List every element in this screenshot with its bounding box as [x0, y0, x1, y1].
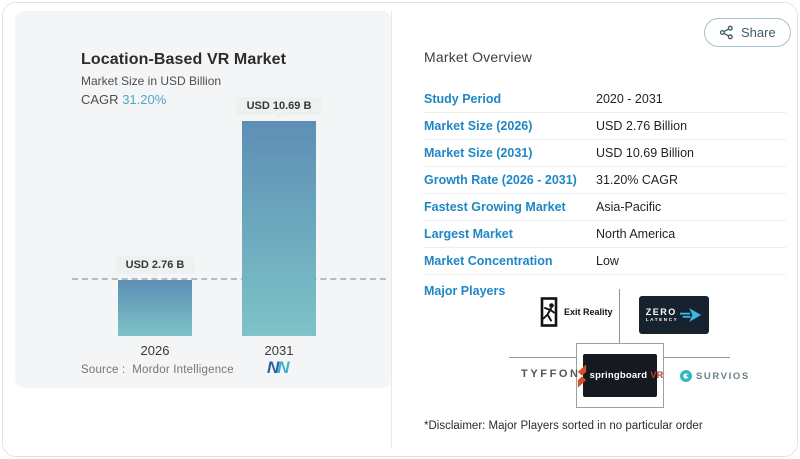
- chart-subtitle: Market Size in USD Billion: [81, 74, 222, 88]
- exit-reality-logo: Exit Reality: [540, 297, 613, 327]
- share-icon: [719, 25, 734, 40]
- share-button[interactable]: Share: [704, 18, 791, 47]
- springboard-label: springboard: [589, 370, 648, 381]
- row-value: North America: [596, 227, 676, 241]
- chart-title: Location-Based VR Market: [81, 51, 287, 68]
- cagr-value: 31.20%: [122, 92, 167, 107]
- reference-line: [72, 278, 386, 280]
- bar-value-label-2026: USD 2.76 B: [115, 256, 195, 274]
- table-row: Fastest Growing Market Asia-Pacific: [424, 194, 786, 221]
- row-value: USD 2.76 Billion: [596, 119, 688, 133]
- row-value: Asia-Pacific: [596, 200, 662, 214]
- row-value: 2020 - 2031: [596, 92, 663, 106]
- table-row: Market Size (2031) USD 10.69 Billion: [424, 140, 786, 167]
- springboard-vr-suffix: VR: [650, 370, 664, 381]
- exit-reality-label: Exit Reality: [564, 307, 613, 317]
- survios-label: SURVIOS: [696, 370, 750, 382]
- row-label: Growth Rate (2026 - 2031): [424, 173, 577, 187]
- tyffon-logo: TYFFON: [521, 368, 581, 380]
- jet-arrow-icon: [680, 307, 702, 323]
- source-line: Source : Mordor Intelligence: [81, 364, 234, 376]
- survios-swirl-icon: [680, 370, 692, 382]
- x-tick-2031: 2031: [264, 343, 294, 358]
- chart-panel: Location-Based VR Market Market Size in …: [15, 11, 392, 388]
- cagr-label: CAGR: [81, 92, 119, 107]
- x-tick-2026: 2026: [140, 343, 170, 358]
- row-value: USD 10.69 Billion: [596, 146, 694, 160]
- connector-horizontal-right: [664, 357, 730, 358]
- source-label: Source :: [81, 364, 126, 376]
- panel-divider: [391, 11, 392, 448]
- bar-value-label-2031: USD 10.69 B: [236, 97, 322, 115]
- mordor-intelligence-logo-icon: NN: [267, 358, 290, 377]
- cagr-line: CAGR 31.20%: [81, 92, 166, 107]
- springboard-s-icon: [577, 363, 587, 388]
- survios-logo: SURVIOS: [680, 370, 750, 382]
- major-players-label: Major Players: [424, 284, 506, 298]
- zero-latency-label: ZERO LATENCY: [645, 306, 679, 322]
- exit-door-runner-icon: [540, 297, 560, 327]
- connector-vertical: [619, 289, 620, 343]
- table-row: Market Concentration Low: [424, 248, 786, 275]
- row-value: Low: [596, 254, 619, 268]
- zero-latency-logo: ZERO LATENCY: [639, 296, 709, 334]
- bar-2026: [118, 280, 192, 336]
- springboard-vr-logo: springboard VR: [577, 354, 663, 397]
- table-row: Study Period 2020 - 2031: [424, 86, 786, 113]
- row-label: Study Period: [424, 92, 502, 106]
- springboard-frame: springboard VR: [576, 343, 664, 408]
- table-row: Growth Rate (2026 - 2031) 31.20% CAGR: [424, 167, 786, 194]
- bar-2031: [242, 121, 316, 336]
- source-name: Mordor Intelligence: [132, 364, 234, 376]
- table-row: Largest Market North America: [424, 221, 786, 248]
- row-label: Largest Market: [424, 227, 513, 241]
- row-label: Market Size (2031): [424, 146, 533, 160]
- disclaimer-text: *Disclaimer: Major Players sorted in no …: [424, 420, 703, 432]
- row-label: Fastest Growing Market: [424, 200, 566, 214]
- row-label: Market Concentration: [424, 254, 553, 268]
- overview-title: Market Overview: [424, 49, 533, 65]
- bar-chart: USD 2.76 B 2026 USD 10.69 B 2031: [72, 97, 386, 358]
- row-value: 31.20% CAGR: [596, 173, 678, 187]
- table-row: Market Size (2026) USD 2.76 Billion: [424, 113, 786, 140]
- overview-table: Study Period 2020 - 2031 Market Size (20…: [424, 86, 786, 275]
- bar-group-2031: USD 10.69 B 2031: [236, 97, 322, 358]
- row-label: Market Size (2026): [424, 119, 533, 133]
- bar-group-2026: USD 2.76 B 2026: [115, 256, 195, 358]
- share-button-label: Share: [741, 25, 776, 40]
- connector-horizontal-left: [509, 357, 576, 358]
